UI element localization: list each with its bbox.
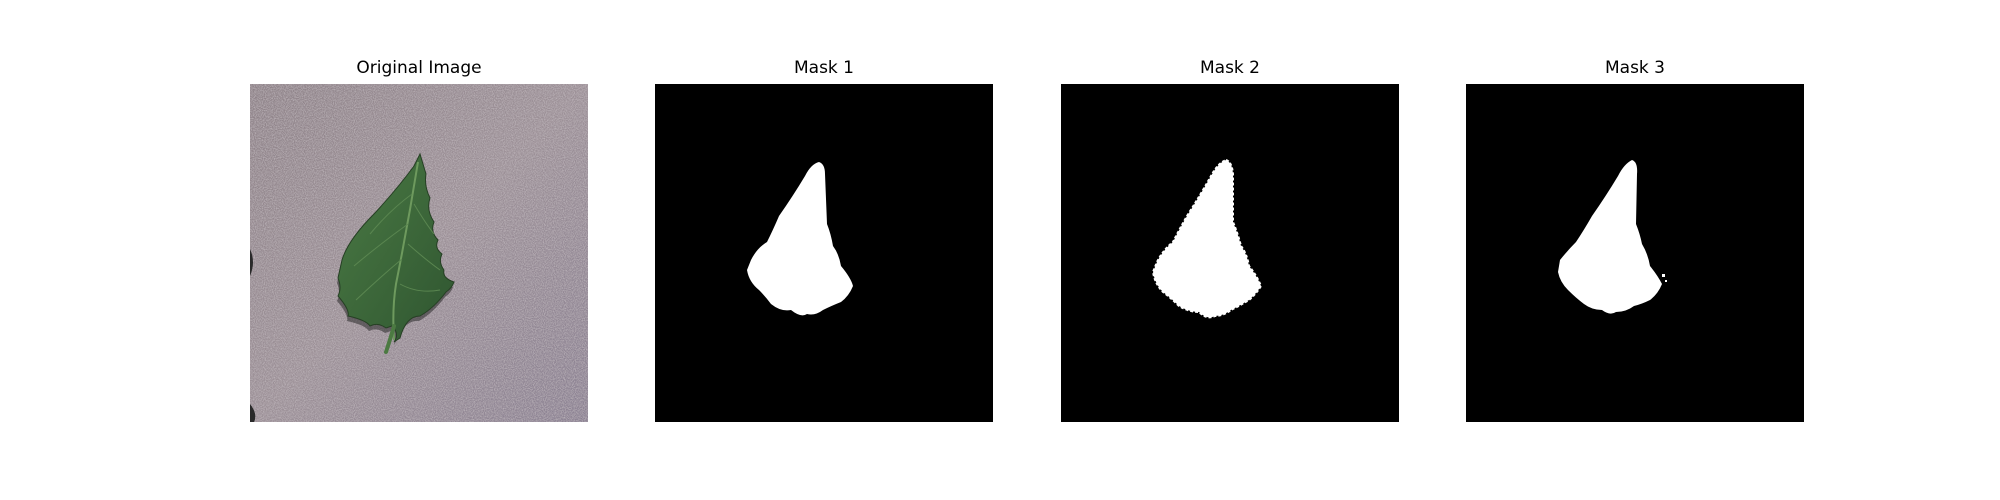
panel-title: Mask 3: [1604, 58, 1665, 78]
panel-title: Original Image: [356, 58, 482, 78]
panel-title: Mask 2: [1199, 58, 1260, 78]
mask-2-svg: [1061, 84, 1399, 422]
mask-1-foreground: [747, 162, 853, 316]
mask-3-svg: [1466, 84, 1804, 422]
panel-title: Mask 1: [793, 58, 854, 78]
leaf-photo: [250, 84, 588, 422]
original-image: [250, 84, 588, 422]
mask-2-foreground: [1151, 158, 1263, 319]
mask-3-image: [1466, 84, 1804, 422]
mask-1-image: [655, 84, 993, 422]
mask-3-foreground: [1558, 160, 1662, 314]
mask-2-image: [1061, 84, 1399, 422]
mask-1-svg: [655, 84, 993, 422]
leaf-shape: [337, 152, 455, 343]
